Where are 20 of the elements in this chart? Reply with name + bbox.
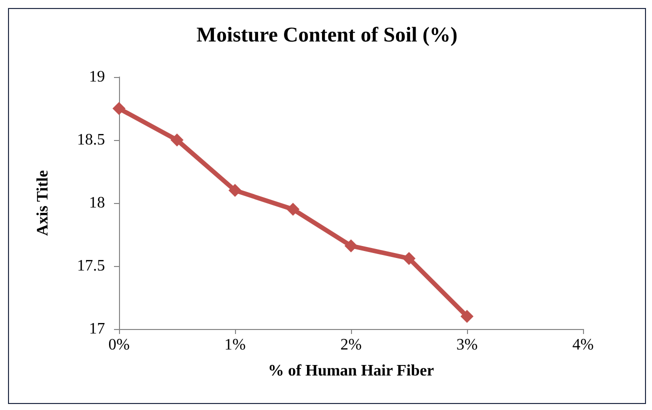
x-axis-title: % of Human Hair Fiber [268, 362, 434, 380]
point [170, 134, 184, 146]
x-tick-label: 3% [456, 336, 478, 354]
x-tick-label: 1% [224, 336, 246, 354]
y-axis-title: Axis Title [34, 170, 52, 236]
y-tick-label: 17.5 [77, 258, 105, 274]
chart-title: Moisture Content of Soil (%) [196, 22, 458, 46]
x-tick-label: 0% [108, 336, 130, 354]
y-tick-label: 17 [89, 320, 105, 338]
x-tick-label: 2% [340, 336, 362, 354]
point [112, 102, 126, 115]
point [344, 239, 358, 252]
point [402, 252, 416, 265]
point [286, 202, 300, 216]
x-tick-label: 4% [572, 336, 594, 354]
y-tick-label: 18.5 [77, 132, 105, 148]
point [460, 310, 474, 323]
point [228, 184, 242, 197]
y-tick-label: 19 [89, 68, 105, 86]
y-tick-label: 18 [89, 194, 105, 212]
